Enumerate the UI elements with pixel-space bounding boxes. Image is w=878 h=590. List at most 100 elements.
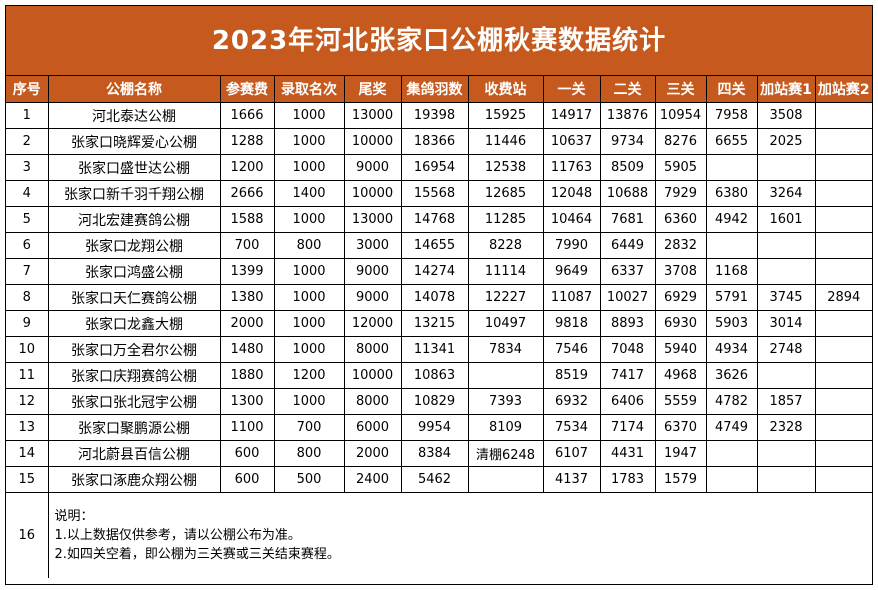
table-cell: 清棚6248 bbox=[467, 440, 544, 467]
table-cell: 15568 bbox=[400, 180, 469, 207]
loft-name-cell: 张家口新千羽千翔公棚 bbox=[47, 180, 221, 207]
table-row: 13 张家口聚鹏源公棚 1100 700 6000 9954 8109 7534 7174 637… bbox=[6, 414, 872, 441]
table-cell: 6107 bbox=[542, 440, 601, 467]
table-cell: 6932 bbox=[542, 388, 601, 415]
table-cell: 10829 bbox=[400, 388, 469, 415]
table-cell: 7393 bbox=[467, 388, 544, 415]
table-cell bbox=[705, 466, 758, 493]
table-cell: 5940 bbox=[654, 336, 707, 363]
loft-name-cell: 张家口盛世达公棚 bbox=[47, 154, 221, 181]
loft-name-cell: 张家口龙鑫大棚 bbox=[47, 310, 221, 337]
table-cell bbox=[814, 258, 872, 285]
table-cell: 5462 bbox=[400, 466, 469, 493]
notes-cell: 说明： 1.以上数据仅供参考，请以公棚公布为准。 2.如四关空着，即公棚为三关赛或三… bbox=[47, 492, 872, 578]
table-cell: 9954 bbox=[400, 414, 469, 441]
table-row: 15 张家口涿鹿众翔公棚 600 500 2400 5462 4137 1783 1579 bbox=[6, 466, 872, 493]
table-cell: 10027 bbox=[599, 284, 656, 311]
table-cell: 1168 bbox=[705, 258, 758, 285]
column-header: 加站赛2 bbox=[814, 76, 872, 103]
table-cell bbox=[814, 362, 872, 389]
column-header: 一关 bbox=[542, 76, 601, 103]
table-cell bbox=[814, 206, 872, 233]
table-cell: 10497 bbox=[467, 310, 544, 337]
table-cell: 8 bbox=[6, 284, 49, 311]
table-cell: 14 bbox=[6, 440, 49, 467]
table-cell: 6930 bbox=[654, 310, 707, 337]
loft-name-cell: 张家口晓辉爱心公棚 bbox=[47, 128, 221, 155]
table-cell: 15925 bbox=[467, 102, 544, 129]
table-cell: 1200 bbox=[219, 154, 275, 181]
table-cell: 3708 bbox=[654, 258, 707, 285]
table-cell: 10863 bbox=[400, 362, 469, 389]
table-cell bbox=[756, 466, 816, 493]
table-cell: 9000 bbox=[343, 284, 402, 311]
table-cell: 13000 bbox=[343, 102, 402, 129]
table-cell: 4942 bbox=[705, 206, 758, 233]
table-cell: 11341 bbox=[400, 336, 469, 363]
table-cell: 14274 bbox=[400, 258, 469, 285]
table-cell: 2400 bbox=[343, 466, 402, 493]
column-header: 二关 bbox=[599, 76, 656, 103]
table-cell: 2025 bbox=[756, 128, 816, 155]
table-cell: 1000 bbox=[273, 336, 345, 363]
table-cell: 6000 bbox=[343, 414, 402, 441]
table-cell: 5905 bbox=[654, 154, 707, 181]
table-cell: 12048 bbox=[542, 180, 601, 207]
table-cell: 600 bbox=[219, 466, 275, 493]
table-cell: 10000 bbox=[343, 128, 402, 155]
table-cell: 3626 bbox=[705, 362, 758, 389]
table-cell: 2328 bbox=[756, 414, 816, 441]
table-cell: 6449 bbox=[599, 232, 656, 259]
loft-name-cell: 张家口鸿盛公棚 bbox=[47, 258, 221, 285]
table-cell: 9734 bbox=[599, 128, 656, 155]
table-cell: 6 bbox=[6, 232, 49, 259]
loft-name-cell: 张家口张北冠宇公棚 bbox=[47, 388, 221, 415]
table-cell: 1 bbox=[6, 102, 49, 129]
table-cell: 3508 bbox=[756, 102, 816, 129]
table-cell: 1947 bbox=[654, 440, 707, 467]
table-cell: 4782 bbox=[705, 388, 758, 415]
table-cell bbox=[814, 128, 872, 155]
table-cell: 6370 bbox=[654, 414, 707, 441]
table-row: 14 河北蔚县百信公棚 600 800 2000 8384 清棚6248 6107 4431 19… bbox=[6, 440, 872, 467]
table-cell: 6406 bbox=[599, 388, 656, 415]
sheet-title: 2023年河北张家口公棚秋赛数据统计 bbox=[6, 6, 872, 76]
table-row: 10 张家口万全君尔公棚 1480 1000 8000 11341 7834 7546 7048… bbox=[6, 336, 872, 363]
table-cell: 6380 bbox=[705, 180, 758, 207]
column-header: 三关 bbox=[654, 76, 707, 103]
table-cell: 1288 bbox=[219, 128, 275, 155]
table-cell: 14078 bbox=[400, 284, 469, 311]
table-cell: 3745 bbox=[756, 284, 816, 311]
table-row: 12 张家口张北冠宇公棚 1300 1000 8000 10829 7393 6932 6406… bbox=[6, 388, 872, 415]
notes-heading: 说明： bbox=[54, 509, 94, 524]
table-cell: 4 bbox=[6, 180, 49, 207]
table-cell: 7958 bbox=[705, 102, 758, 129]
notes-row: 16 说明： 1.以上数据仅供参考，请以公棚公布为准。 2.如四关空着，即公棚为三关赛… bbox=[6, 492, 872, 578]
loft-name-cell: 河北蔚县百信公棚 bbox=[47, 440, 221, 467]
table-cell: 4934 bbox=[705, 336, 758, 363]
table-cell: 1783 bbox=[599, 466, 656, 493]
table-cell: 2666 bbox=[219, 180, 275, 207]
spreadsheet: 2023年河北张家口公棚秋赛数据统计 序号 公棚名称 参赛费 录取名次 尾奖 集鸽羽数 收费… bbox=[5, 5, 873, 585]
table-cell: 12000 bbox=[343, 310, 402, 337]
table-cell: 8893 bbox=[599, 310, 656, 337]
table-cell: 2832 bbox=[654, 232, 707, 259]
table-cell: 5791 bbox=[705, 284, 758, 311]
table-cell: 7990 bbox=[542, 232, 601, 259]
table-cell: 1880 bbox=[219, 362, 275, 389]
table-cell: 1380 bbox=[219, 284, 275, 311]
table-cell: 4137 bbox=[542, 466, 601, 493]
table-cell: 700 bbox=[273, 414, 345, 441]
table-cell: 11763 bbox=[542, 154, 601, 181]
note-line: 1.以上数据仅供参考，请以公棚公布为准。 bbox=[54, 528, 301, 543]
table-cell: 8509 bbox=[599, 154, 656, 181]
column-header: 公棚名称 bbox=[47, 76, 221, 103]
table-cell: 5559 bbox=[654, 388, 707, 415]
table-cell: 10464 bbox=[542, 206, 601, 233]
table-cell: 7 bbox=[6, 258, 49, 285]
table-row: 4 张家口新千羽千翔公棚 2666 1400 10000 15568 12685 12048 1… bbox=[6, 180, 872, 207]
table-cell: 800 bbox=[273, 440, 345, 467]
table-cell bbox=[814, 180, 872, 207]
table-cell: 13876 bbox=[599, 102, 656, 129]
table-cell: 8384 bbox=[400, 440, 469, 467]
